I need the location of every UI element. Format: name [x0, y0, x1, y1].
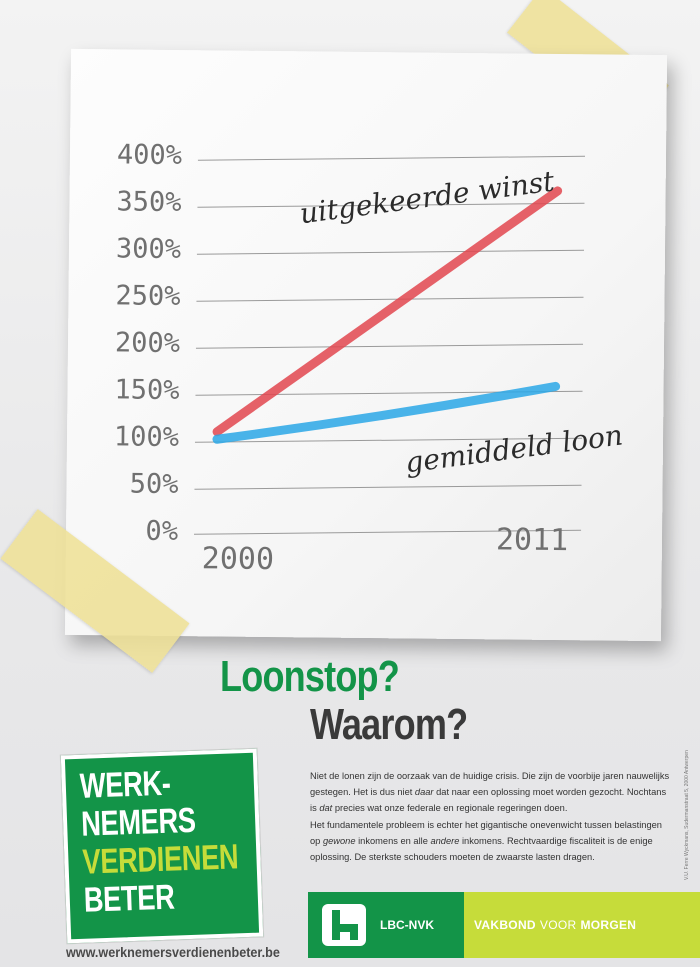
logo-line-2: NEMERS — [80, 800, 197, 844]
y-tick-label: 300% — [116, 233, 181, 265]
chart-series — [212, 186, 563, 444]
campaign-logo: WERK- NEMERS VERDIENEN BETER — [60, 748, 264, 944]
x-tick-2011: 2011 — [496, 522, 569, 558]
series-line-profit — [212, 186, 563, 437]
website-link[interactable]: www.werknemersverdienenbeter.be — [66, 944, 280, 960]
gridline — [196, 296, 584, 302]
series-line-wage — [212, 381, 561, 444]
union-slogan: VAKBOND VOOR MORGEN — [464, 892, 700, 958]
gridline — [197, 155, 585, 161]
y-tick-label: 200% — [115, 327, 180, 359]
body-paragraph-2: Het fundamentele probleem is echter het … — [310, 819, 662, 863]
y-tick-label: 350% — [116, 186, 181, 218]
sticky-note: 400% 350% 300% 250% 200% 150% 100% 50% 0% 2000 2… — [64, 48, 668, 642]
y-tick-label: 400% — [117, 139, 182, 171]
y-tick-label: 0% — [145, 516, 178, 547]
y-tick-label: 50% — [130, 469, 179, 501]
gridline — [195, 343, 584, 349]
gridline — [196, 249, 585, 255]
y-tick-label: 100% — [114, 421, 179, 453]
gridline — [194, 437, 583, 443]
union-banner: LBC-NVK VAKBOND VOOR MORGEN — [308, 892, 700, 958]
publisher-credit: V.U. Ferre Wyckmans, Sudermanstraat 5, 2… — [684, 750, 690, 880]
y-tick-label: 250% — [115, 280, 180, 312]
headline-loonstop: Loonstop? — [220, 652, 400, 701]
x-tick-2000: 2000 — [202, 541, 275, 577]
body-text: Niet de lonen zijn de oorzaak van de hui… — [310, 768, 670, 865]
gridline — [197, 202, 585, 208]
logo-line-3: VERDIENEN — [81, 837, 239, 882]
y-tick-label: 150% — [114, 374, 179, 406]
logo-line-1: WERK- — [79, 763, 172, 806]
logo-line-4: BETER — [83, 877, 176, 920]
union-logo-icon — [308, 892, 380, 958]
body-paragraph-1: Niet de lonen zijn de oorzaak van de hui… — [310, 771, 670, 814]
chart-gridlines — [194, 155, 585, 535]
union-name: LBC-NVK — [380, 892, 464, 958]
headline-waarom: Waarom? — [310, 700, 468, 749]
series-label-wage: gemiddeld loon — [403, 418, 624, 479]
baseline — [194, 529, 582, 535]
chart: 400% 350% 300% 250% 200% 150% 100% 50% 0% 2000 2… — [114, 139, 625, 577]
gridline — [194, 484, 582, 490]
y-axis-ticks: 400% 350% 300% 250% 200% 150% 100% 50% 0% — [114, 139, 182, 547]
